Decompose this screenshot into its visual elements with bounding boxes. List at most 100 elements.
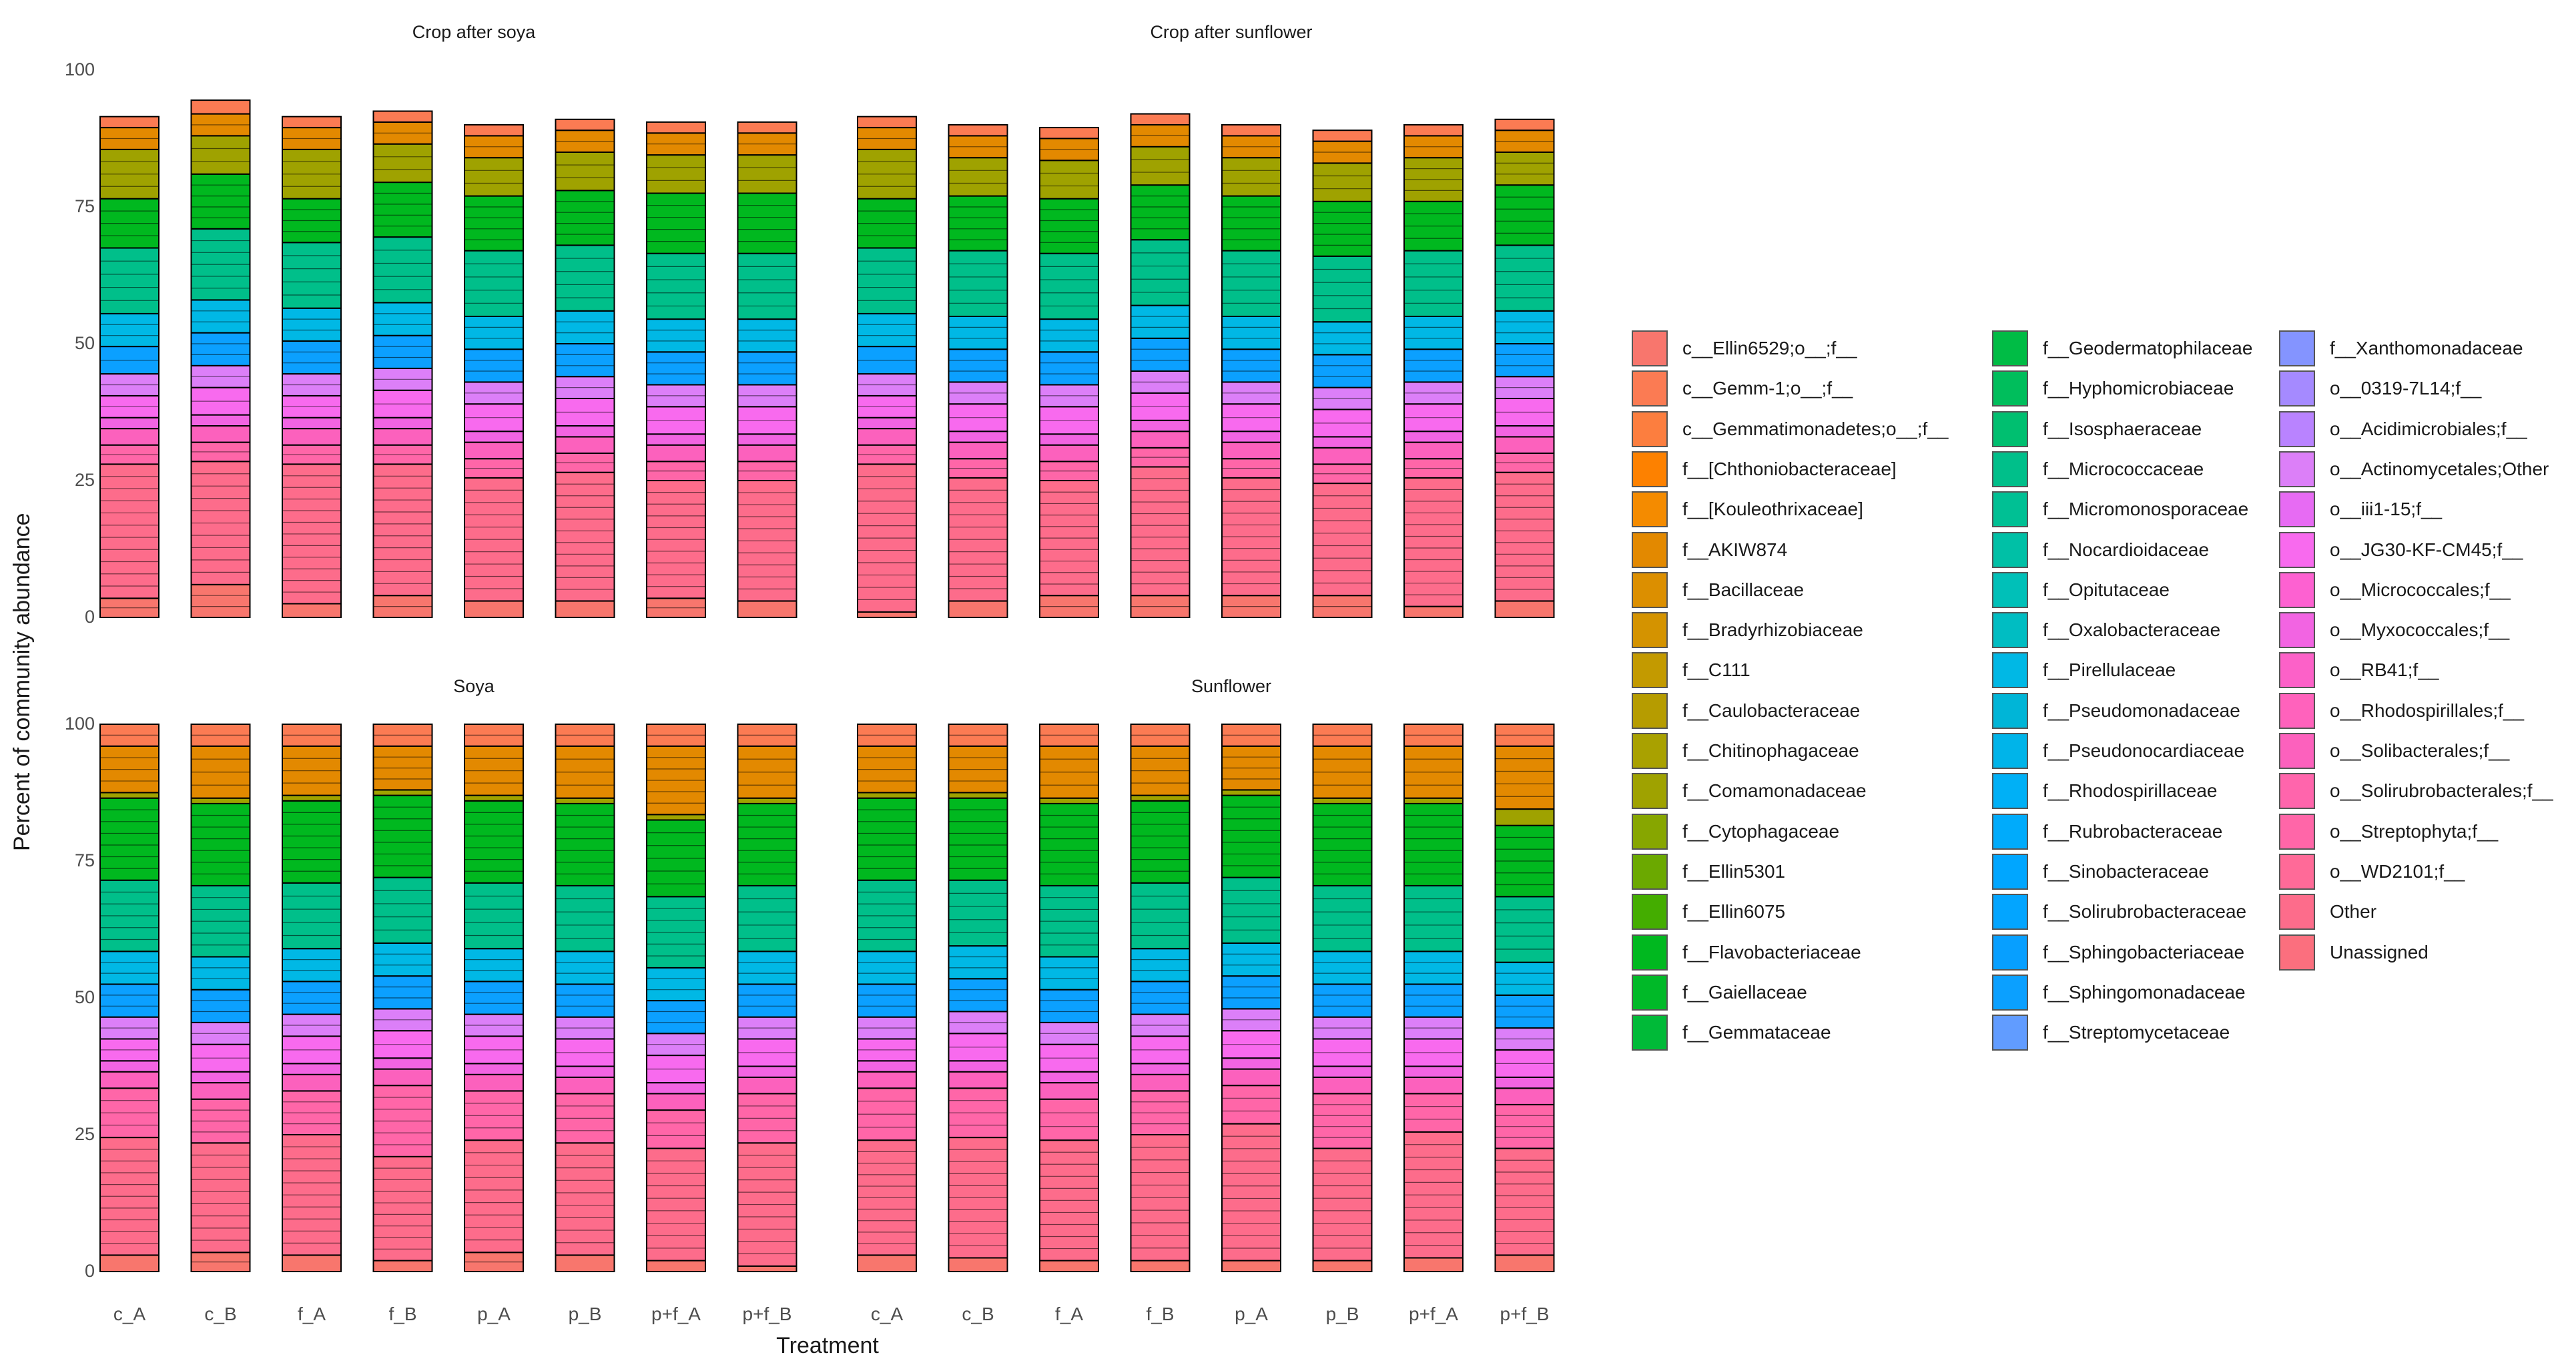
bar-segment xyxy=(948,1071,1008,1089)
legend-item: f__C111 xyxy=(1632,651,1750,689)
legend-item: o__RB41;f__ xyxy=(2279,651,2439,689)
bar-segment xyxy=(1403,797,1464,804)
bar-segment xyxy=(737,1065,797,1078)
bar-segment xyxy=(1494,808,1555,826)
bar-segment xyxy=(190,583,251,618)
legend-swatch xyxy=(1992,894,2028,930)
x-tick-label: c_A xyxy=(870,1304,904,1324)
legend-swatch xyxy=(1992,853,2028,890)
legend-swatch xyxy=(1992,733,2028,769)
bar-segment xyxy=(1221,1123,1281,1262)
bar-segment xyxy=(372,302,433,336)
legend-label: o__Myxococcales;f__ xyxy=(2330,619,2510,641)
bar-segment xyxy=(948,441,1008,460)
bar-stack xyxy=(737,724,797,1273)
bar-stack xyxy=(857,724,917,1273)
bar-segment xyxy=(1221,1068,1281,1087)
bar-segment xyxy=(464,981,524,1015)
bar-segment xyxy=(1221,348,1281,383)
bar-segment xyxy=(1221,942,1281,977)
legend-label: f__Pseudomonadaceae xyxy=(2043,700,2240,721)
legend-label: Unassigned xyxy=(2330,941,2429,963)
bar-segment xyxy=(372,1068,433,1087)
legend-label: f__Xanthomonadaceae xyxy=(2330,338,2523,358)
legend-label: f__Micromonosporaceae xyxy=(2043,499,2249,520)
bar-segment xyxy=(1403,950,1464,985)
bar-stack xyxy=(1494,118,1555,619)
bar-segment xyxy=(99,115,159,129)
bar-segment xyxy=(555,802,615,886)
bar-stack xyxy=(1039,127,1099,619)
bar-segment xyxy=(555,1076,615,1095)
bar-segment xyxy=(1494,1147,1555,1256)
legend-label: o__0319-7L14;f__ xyxy=(2330,378,2482,399)
bar-segment xyxy=(1130,800,1191,884)
bar-segment xyxy=(1312,950,1373,985)
bar-segment xyxy=(555,797,615,804)
legend-label: f__C111 xyxy=(1682,659,1750,681)
legend-swatch xyxy=(2279,813,2315,850)
bar-segment xyxy=(190,802,251,886)
legend-item: c__Gemm-1;o__;f__ xyxy=(1632,370,1853,407)
bar-stack xyxy=(1130,724,1191,1272)
legend-swatch xyxy=(1632,853,1668,890)
bar-segment xyxy=(190,332,251,366)
legend-swatch xyxy=(2279,692,2315,729)
bar-segment xyxy=(737,983,797,1018)
legend-item: f__Bradyrhizobiaceae xyxy=(1632,611,1863,649)
bar-segment xyxy=(1130,981,1191,1015)
legend-label: o__Acidimicrobiales;f__ xyxy=(2330,418,2527,439)
bar-stack xyxy=(99,724,159,1273)
legend-swatch xyxy=(1632,692,1668,729)
bar-segment xyxy=(99,428,159,446)
panel-title: Crop after soya xyxy=(412,22,536,42)
legend-item: o__0319-7L14;f__ xyxy=(2279,370,2481,407)
y-tick-label: 50 xyxy=(74,987,95,1007)
legend-swatch xyxy=(2279,531,2315,568)
bar-segment xyxy=(948,431,1008,443)
bar-segment xyxy=(1221,794,1281,878)
bar-segment xyxy=(948,600,1008,619)
bar-stack xyxy=(282,115,342,618)
bar-segment xyxy=(1494,1087,1555,1105)
bar-segment xyxy=(646,433,706,446)
legend-item: c__Gemmatimonadetes;o__;f__ xyxy=(1632,411,1948,448)
bar-segment xyxy=(99,312,159,348)
legend-item: f__[Chthoniobacteraceae] xyxy=(1632,451,1897,488)
bar-segment xyxy=(282,1063,342,1075)
bar-segment xyxy=(1494,896,1555,963)
bar-segment xyxy=(190,1142,251,1254)
bar-stack xyxy=(737,121,797,619)
legend-swatch xyxy=(1992,571,2028,608)
legend-label: f__Geodermatophilaceae xyxy=(2043,338,2253,358)
bar-segment xyxy=(646,121,706,134)
bar-stack xyxy=(1312,129,1373,619)
bar-segment xyxy=(190,299,251,334)
legend-label: o__JG30-KF-CM45;f__ xyxy=(2330,539,2523,560)
bar-segment xyxy=(737,802,797,886)
bar-segment xyxy=(1039,1260,1099,1272)
bar-segment xyxy=(282,417,342,430)
bar-segment xyxy=(99,463,159,599)
legend-label: f__Pseudonocardiaceae xyxy=(2043,740,2245,761)
bar-segment xyxy=(464,882,524,950)
legend-label: o__Actinomycetales;Other xyxy=(2330,458,2549,479)
legend-swatch xyxy=(2279,411,2315,447)
bar-segment xyxy=(372,876,433,944)
legend-item: f__Bacillaceae xyxy=(1632,571,1804,609)
bar-segment xyxy=(1312,983,1373,1018)
legend-item: f__Flavobacteriaceae xyxy=(1632,934,1861,971)
bar-segment xyxy=(857,417,917,430)
bar-segment xyxy=(1130,1063,1191,1075)
x-tick-label: p+f_B xyxy=(1500,1304,1550,1324)
bar-segment xyxy=(1312,1093,1373,1149)
bar-stack xyxy=(190,724,251,1273)
bar-stack xyxy=(464,124,524,619)
legend-item: f__Pirellulaceae xyxy=(1992,651,2176,689)
bar-segment xyxy=(1221,1085,1281,1125)
bar-segment xyxy=(1039,252,1099,320)
bar-segment xyxy=(190,797,251,804)
bar-stack xyxy=(372,110,433,619)
legend-item: f__Micrococcaceae xyxy=(1992,451,2204,488)
bar-segment xyxy=(857,312,917,348)
